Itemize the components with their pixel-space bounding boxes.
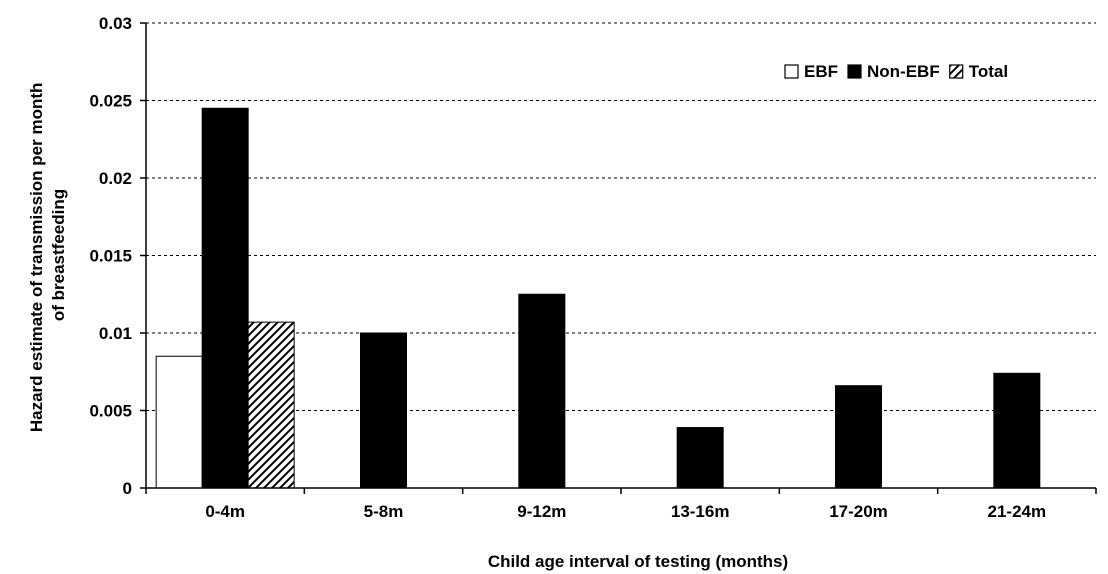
x-tick-label: 9-12m	[517, 502, 566, 521]
legend-label: Non-EBF	[867, 62, 940, 81]
bar-non-ebf-13-16m	[676, 427, 724, 489]
bar-total-0-4m	[247, 321, 295, 489]
x-tick-label: 0-4m	[205, 502, 245, 521]
y-tick-label: 0	[123, 479, 132, 498]
y-tick-label: 0.01	[99, 324, 132, 343]
legend-swatch	[847, 64, 862, 79]
y-tick-label: 0.005	[89, 402, 132, 421]
y-tick-label: 0.025	[89, 92, 132, 111]
bar-non-ebf-9-12m	[518, 293, 566, 489]
legend-swatch	[784, 64, 799, 79]
y-axis-title: Hazard estimate of transmission per mont…	[27, 78, 68, 432]
bar-non-ebf-5-8m	[360, 332, 407, 489]
x-tick-label: 17-20m	[829, 502, 888, 521]
y-tick-label: 0.03	[99, 14, 132, 33]
y-tick-label: 0.015	[89, 247, 132, 266]
bar-ebf-0-4m	[155, 355, 203, 489]
legend-swatch	[949, 64, 964, 79]
gridlines	[146, 22, 1096, 411]
y-axis-title-line-1: Hazard estimate of transmission per mont…	[27, 83, 46, 433]
bar-non-ebf-0-4m	[201, 107, 249, 489]
x-axis-title: Child age interval of testing (months)	[488, 552, 788, 571]
y-tick-label: 0.02	[99, 169, 132, 188]
legend-label: Total	[969, 62, 1008, 81]
x-tick-label: 5-8m	[364, 502, 404, 521]
bar-non-ebf-21-24m	[993, 372, 1041, 489]
bars	[155, 107, 1041, 489]
x-tick-label: 13-16m	[671, 502, 730, 521]
y-axis-title-line-2: of breastfeeding	[49, 189, 68, 321]
legend-label: EBF	[804, 62, 838, 81]
legend: EBF Non-EBF Total	[784, 62, 1008, 81]
x-tick-label: 21-24m	[988, 502, 1047, 521]
bar-non-ebf-17-20m	[835, 385, 882, 489]
y-tick-labels: 0 0.005 0.01 0.015 0.02 0.025 0.03	[89, 14, 146, 498]
x-tick-labels: 0-4m 5-8m 9-12m 13-16m 17-20m 21-24m	[145, 488, 1097, 521]
